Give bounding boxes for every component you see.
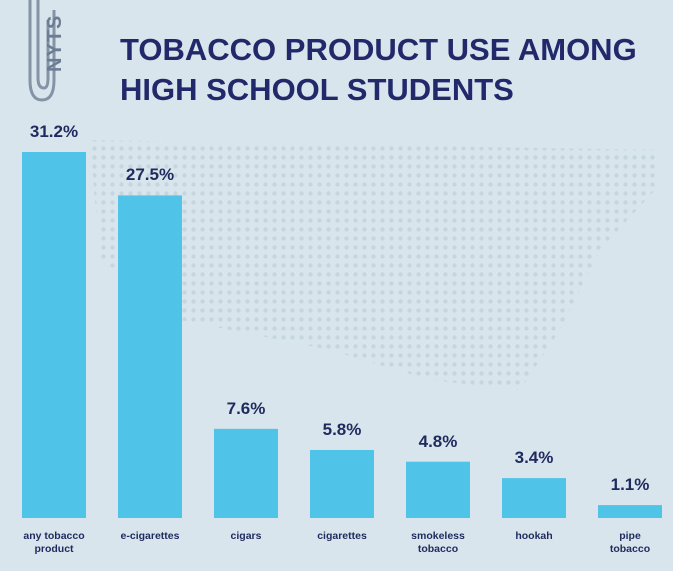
map-dots — [90, 140, 660, 390]
bar — [214, 428, 278, 518]
bar — [502, 478, 566, 518]
bar — [118, 195, 182, 518]
value-label: 1.1% — [610, 475, 650, 495]
x-tick-label: smokeless tobacco — [411, 530, 465, 555]
bar — [598, 505, 662, 518]
value-label: 27.5% — [125, 165, 175, 185]
paperclip — [28, 0, 56, 102]
chart-title: TOBACCO PRODUCT USE AMONG HIGH SCHOOL ST… — [120, 32, 637, 107]
value-label: 4.8% — [418, 431, 458, 451]
value-label: 3.4% — [514, 448, 554, 468]
value-label: 5.8% — [322, 419, 362, 439]
bar — [406, 461, 470, 518]
logo: NYTS — [44, 14, 66, 72]
value-label: 7.6% — [226, 398, 266, 418]
x-tick-label: e-cigarettes — [120, 530, 180, 542]
x-tick-label: cigars — [230, 530, 262, 542]
x-tick-label: pipe tobacco — [609, 530, 651, 555]
x-tick-label: hookah — [515, 530, 553, 542]
x-tick-label: cigarettes — [317, 530, 367, 542]
bar — [22, 152, 86, 518]
bar — [310, 449, 374, 518]
value-label: 31.2% — [29, 122, 79, 141]
x-tick-label: any tobacco product — [23, 530, 85, 555]
